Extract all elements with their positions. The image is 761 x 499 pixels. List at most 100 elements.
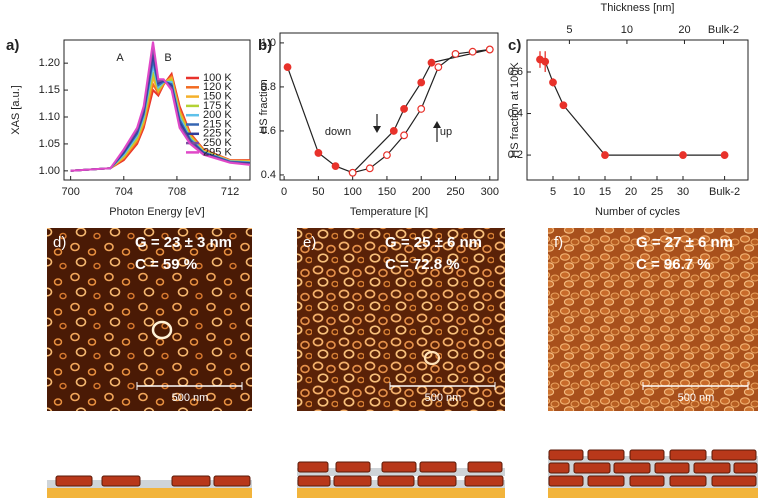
molecule-block xyxy=(669,449,707,461)
panel-label: f) xyxy=(554,234,563,251)
x-tick-label: 15 xyxy=(599,186,611,198)
afm-images xyxy=(47,228,758,411)
afm-image xyxy=(297,228,505,411)
molecule-block xyxy=(464,475,504,487)
substrate xyxy=(297,488,505,498)
x-tick-label: 30 xyxy=(677,186,689,198)
data-point xyxy=(451,50,460,58)
x-tick-label: 200 xyxy=(412,186,430,198)
annotation: B xyxy=(164,52,171,64)
molecule-block xyxy=(629,475,665,487)
legend-label: 150 K xyxy=(203,91,232,103)
data-point xyxy=(365,164,374,173)
legend-label: 120 K xyxy=(203,81,232,93)
data-point xyxy=(314,149,323,157)
scale-label: 500 nm xyxy=(172,392,209,404)
data-point xyxy=(679,151,687,159)
legend-label: 295 K xyxy=(203,146,232,158)
data-point xyxy=(434,63,443,72)
grain-size: G = 27 ± 6 nm xyxy=(636,234,733,251)
molecule-block xyxy=(693,462,731,474)
molecule-block xyxy=(101,475,141,487)
substrate xyxy=(47,488,252,498)
plot-frame xyxy=(279,32,499,181)
plot-frame xyxy=(63,39,251,181)
molecule-block xyxy=(335,461,371,473)
x-axis-title: Temperature [K] xyxy=(350,206,428,218)
legend-label: 100 K xyxy=(203,72,232,84)
data-point xyxy=(549,78,557,87)
x-tick-label: 0 xyxy=(281,186,287,198)
legend-label: 250 K xyxy=(203,137,232,149)
data-point xyxy=(485,45,494,54)
y-tick-label: 1.10 xyxy=(39,111,60,123)
panel-label: d) xyxy=(53,234,66,251)
data-point xyxy=(468,47,477,56)
legend-label: 200 K xyxy=(203,109,232,121)
fit-curve xyxy=(539,58,725,156)
data-point xyxy=(541,57,550,66)
x-tick-label: 250 xyxy=(446,186,464,198)
x2-tick-label: 10 xyxy=(621,24,633,36)
legend-label: 225 K xyxy=(203,128,232,140)
y-tick-label: 1.05 xyxy=(39,138,60,150)
molecule-block xyxy=(548,462,570,474)
data-point xyxy=(389,127,398,135)
annotation: A xyxy=(116,52,124,64)
x-tick-label: 20 xyxy=(625,186,637,198)
molecule-block xyxy=(417,475,457,487)
legend-label: 215 K xyxy=(203,118,232,130)
y-tick-label: 0.2 xyxy=(508,149,523,161)
molecule-block xyxy=(467,461,503,473)
coverage: C = 72.8 % xyxy=(385,256,460,273)
x-tick-label: 25 xyxy=(651,186,663,198)
scale-label: 500 nm xyxy=(425,392,462,404)
x-tick-label: 100 xyxy=(343,186,361,198)
y-tick-label: 1.15 xyxy=(39,84,60,96)
y-axis-title: HS fraction at 100K xyxy=(509,62,521,158)
legend-label: 175 K xyxy=(203,100,232,112)
substrate xyxy=(548,488,758,498)
annotation: up xyxy=(440,126,452,138)
data-point xyxy=(400,131,408,140)
molecule-block xyxy=(587,475,625,487)
molecule-block xyxy=(548,475,584,487)
x2-axis-title: Thickness [nm] xyxy=(601,2,675,14)
molecule-block xyxy=(654,462,690,474)
molecule-block xyxy=(297,475,331,487)
x2-tick-label: 20 xyxy=(678,24,690,36)
spectrum-line xyxy=(70,41,250,172)
arrow-head xyxy=(433,121,441,128)
y-tick-label: 1.20 xyxy=(39,57,60,69)
molecule-block xyxy=(613,462,651,474)
data-point xyxy=(720,151,729,159)
molecule-block xyxy=(548,449,584,461)
data-point xyxy=(383,151,391,160)
annotation: down xyxy=(325,126,351,138)
y-tick-label: 1.00 xyxy=(39,165,60,177)
molecule-block xyxy=(711,475,757,487)
molecule-block xyxy=(213,475,251,487)
molecule-block xyxy=(669,475,707,487)
x-tick-label: 700 xyxy=(61,186,79,198)
y-tick-label: 0.6 xyxy=(261,125,276,137)
data-point xyxy=(400,105,408,113)
x-tick-label: Bulk-2 xyxy=(709,186,740,198)
molecule-block xyxy=(381,461,417,473)
x-tick-label: 50 xyxy=(312,186,324,198)
x-tick-label: 708 xyxy=(168,186,186,198)
panel-label: a) xyxy=(6,37,19,54)
x2-tick-label: Bulk-2 xyxy=(708,24,739,36)
afm-feature xyxy=(151,320,173,340)
molecule-block xyxy=(171,475,211,487)
grain-size: G = 25 ± 6 nm xyxy=(385,234,482,251)
coverage: C = 96.7 % xyxy=(636,256,711,273)
y-tick-label: 0.4 xyxy=(508,107,523,119)
coverage: C = 59 % xyxy=(135,256,197,273)
afm-feature xyxy=(423,350,441,366)
y-axis-title: HS fraction xyxy=(258,79,270,133)
x-tick-label: 704 xyxy=(115,186,133,198)
x-tick-label: 712 xyxy=(221,186,239,198)
spacer-layer xyxy=(47,480,252,488)
